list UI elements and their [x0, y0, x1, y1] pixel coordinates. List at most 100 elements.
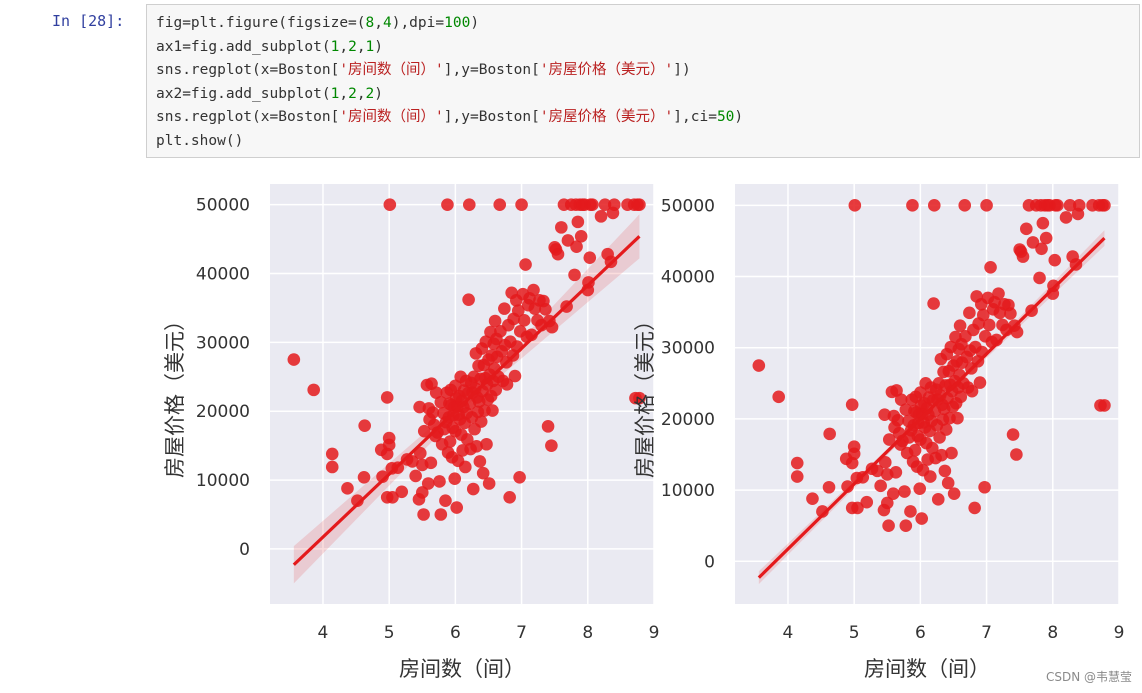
scatter-point	[973, 376, 987, 389]
x-axis-label: 房间数（间）	[864, 657, 990, 681]
scatter-point	[482, 477, 496, 490]
scatter-point	[395, 485, 409, 499]
x-tick-label: 4	[783, 623, 794, 643]
scatter-point	[406, 455, 419, 468]
scatter-point	[429, 386, 443, 399]
scatter-point	[441, 198, 454, 211]
x-tick-label: 6	[915, 623, 926, 643]
x-tick-label: 7	[981, 623, 992, 643]
y-tick-label: 10000	[661, 481, 715, 501]
scatter-point	[1020, 222, 1033, 236]
scatter-point	[426, 406, 440, 419]
scatter-point	[822, 480, 836, 494]
scatter-point	[545, 439, 558, 452]
scatter-point	[448, 472, 462, 485]
scatter-point	[480, 437, 493, 451]
scatter-point	[570, 240, 583, 253]
code-token: 4	[382, 15, 392, 31]
scatter-point	[845, 398, 859, 411]
scatter-point	[1047, 279, 1060, 293]
scatter-point	[965, 384, 979, 398]
scatter-point	[503, 490, 516, 504]
code-token: fig=plt.figure(figsize=(	[156, 15, 366, 31]
code-token: 8	[365, 15, 375, 31]
scatter-point	[1033, 271, 1046, 285]
scatter-point	[424, 456, 438, 470]
scatter-point	[527, 283, 540, 297]
code-token: ],y=Boston[	[443, 62, 540, 78]
y-tick-label: 0	[239, 540, 250, 560]
scatter-point	[1026, 236, 1040, 249]
scatter-point	[874, 479, 887, 493]
scatter-point	[517, 314, 531, 327]
code-token: sns.regplot(x=Boston[	[156, 62, 340, 78]
scatter-point	[417, 508, 430, 521]
scatter-point	[376, 470, 389, 483]
scatter-point	[1094, 399, 1107, 412]
scatter-point	[886, 487, 900, 500]
code-token: )	[374, 38, 384, 55]
scatter-point	[894, 393, 908, 406]
scatter-point	[1039, 231, 1053, 245]
scatter-point	[938, 464, 952, 478]
scatter-point	[574, 230, 588, 243]
y-tick-label: 30000	[661, 339, 715, 359]
regression-line	[757, 236, 1106, 579]
scatter-point	[568, 268, 581, 282]
scatter-point	[417, 424, 431, 438]
code-token: ,	[339, 38, 349, 55]
scatter-point	[409, 469, 422, 483]
scatter-point	[880, 496, 894, 510]
code-line: plt.show()	[156, 130, 1130, 154]
scatter-point	[383, 198, 397, 211]
scatter-point	[466, 482, 480, 496]
scatter-point	[878, 408, 891, 421]
scatter-point	[945, 446, 958, 460]
scatter-point	[439, 494, 452, 508]
code-line: ax1=fig.add_subplot(1,2,1)	[156, 36, 1130, 60]
scatter-point	[976, 308, 990, 322]
scatter-point	[904, 505, 917, 518]
scatter-point	[460, 433, 474, 446]
scatter-point	[871, 464, 884, 478]
code-token: 1	[330, 38, 340, 55]
scatter-point	[790, 470, 804, 483]
x-tick-label: 8	[1047, 623, 1058, 643]
scatter-point	[541, 420, 555, 433]
code-token: ,	[339, 85, 349, 102]
scatter-point	[860, 495, 874, 509]
scatter-point	[978, 480, 991, 494]
scatter-point	[752, 359, 766, 372]
scatter-point	[927, 199, 941, 212]
x-tick-label: 9	[649, 623, 660, 643]
scatter-point	[806, 492, 819, 505]
scatter-point	[351, 494, 364, 508]
code-cell[interactable]: fig=plt.figure(figsize=(8,4),dpi=100) ax1…	[146, 4, 1140, 158]
scatter-point	[357, 471, 371, 484]
code-token: ),dpi=	[391, 15, 445, 31]
scatter-point	[307, 383, 320, 397]
code-line: fig=plt.figure(figsize=(8,4),dpi=100)	[156, 12, 1130, 36]
scatter-point	[1004, 307, 1017, 320]
scatter-point	[287, 353, 301, 366]
scatter-point	[984, 260, 997, 274]
scatter-point	[968, 501, 981, 515]
y-tick-label: 30000	[196, 333, 250, 353]
scatter-point	[841, 480, 854, 493]
scatter-point	[1036, 216, 1050, 230]
scatter-point	[476, 466, 490, 480]
scatter-point	[891, 414, 905, 427]
code-token: '房屋价格（美元）'	[539, 62, 674, 78]
scatter-point	[443, 435, 457, 448]
scatter-point	[898, 485, 911, 498]
scatter-point	[380, 391, 394, 404]
code-token: )	[374, 85, 384, 102]
y-tick-label: 10000	[196, 471, 250, 491]
y-tick-label: 0	[704, 552, 715, 572]
scatter-point	[958, 199, 972, 212]
scatter-point	[382, 438, 396, 452]
x-tick-label: 6	[450, 623, 461, 643]
scatter-point	[790, 456, 804, 470]
scatter-point	[1096, 199, 1109, 212]
code-token: '房屋价格（美元）'	[539, 109, 674, 125]
